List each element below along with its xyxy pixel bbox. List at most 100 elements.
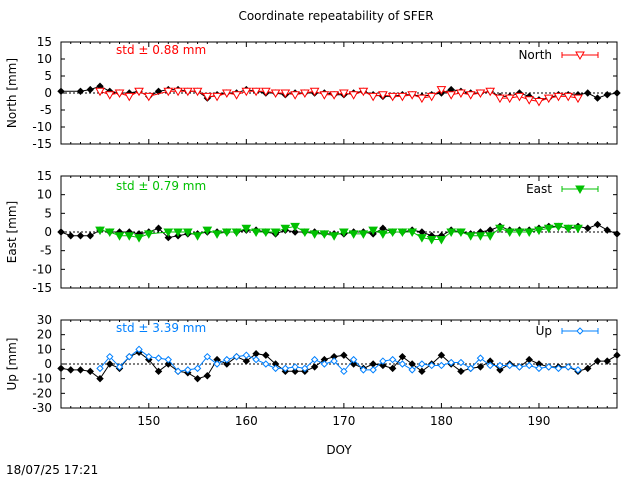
- east-panel: 15 10 5 0 -5 -10 -15 East [mm] std ± 0.79 mm East: [5, 169, 621, 295]
- series-line: [60, 351, 618, 380]
- legend-label: Up: [536, 324, 552, 338]
- data-point: [95, 87, 105, 97]
- chart-panels: 15 10 5 0 -5 -10 -15 North [mm] std ± 0.88 mm Nor…: [5, 35, 621, 457]
- data-point: [379, 361, 387, 370]
- data-point: [262, 351, 270, 359]
- data-point: [280, 224, 291, 234]
- data-point: [291, 228, 299, 236]
- data-point: [457, 358, 465, 367]
- data-point: [329, 232, 339, 241]
- x-tick-label: 160: [235, 414, 258, 428]
- x-tick-label: 150: [137, 414, 160, 428]
- data-point: [553, 222, 564, 232]
- data-point: [349, 360, 358, 368]
- data-point: [446, 91, 457, 100]
- y-tick-label: -10: [32, 120, 52, 134]
- data-point: [465, 232, 476, 241]
- data-point: [106, 352, 114, 361]
- legend-marker: [575, 185, 585, 195]
- data-point: [86, 367, 94, 376]
- data-point: [339, 89, 349, 99]
- footer-timestamp: 18/07/25 17:21: [6, 463, 98, 477]
- series-reference: [57, 348, 621, 383]
- data-point: [301, 364, 309, 373]
- data-point: [290, 91, 300, 100]
- data-point: [418, 360, 426, 368]
- data-point: [348, 91, 359, 100]
- data-point: [192, 232, 203, 241]
- data-point: [319, 230, 330, 239]
- data-point: [388, 364, 397, 373]
- data-point: [407, 91, 418, 100]
- y-tick-label: -15: [32, 281, 52, 295]
- data-point: [164, 233, 173, 242]
- y-axis-label: East [mm]: [5, 201, 19, 263]
- data-point: [553, 92, 564, 102]
- data-point: [358, 87, 369, 97]
- data-point: [584, 224, 592, 232]
- data-point: [310, 363, 319, 371]
- data-point: [564, 363, 572, 371]
- data-point: [485, 232, 496, 241]
- data-point: [182, 87, 193, 97]
- y-axis-label: North [mm]: [5, 58, 19, 128]
- data-point: [534, 226, 544, 236]
- data-point: [495, 224, 505, 234]
- data-point: [446, 228, 457, 238]
- data-point: [154, 354, 163, 362]
- data-point: [584, 89, 592, 97]
- data-point: [135, 345, 143, 354]
- data-point: [193, 374, 202, 383]
- data-point: [291, 363, 299, 371]
- data-point: [231, 91, 242, 100]
- data-point: [67, 232, 75, 240]
- y-tick-label: 10: [37, 342, 52, 356]
- data-point: [134, 234, 144, 243]
- data-point: [242, 351, 251, 359]
- data-point: [593, 220, 602, 229]
- data-point: [270, 89, 281, 99]
- data-point: [378, 230, 388, 239]
- data-point: [223, 360, 231, 368]
- data-point: [465, 91, 476, 100]
- data-point: [426, 92, 437, 102]
- data-point: [106, 360, 114, 368]
- data-point: [221, 89, 232, 99]
- y-tick-label: -10: [32, 262, 52, 276]
- data-point: [174, 367, 182, 376]
- data-point: [309, 230, 320, 239]
- data-point: [202, 226, 213, 236]
- data-point: [241, 87, 252, 97]
- data-point: [388, 355, 397, 364]
- data-point: [514, 228, 525, 238]
- data-point: [96, 374, 104, 383]
- data-point: [251, 228, 261, 238]
- data-point: [475, 89, 486, 99]
- series-north: [95, 86, 583, 107]
- data-point: [524, 228, 535, 238]
- data-point: [76, 87, 85, 96]
- data-point: [192, 87, 203, 97]
- data-point: [427, 361, 436, 370]
- data-point: [67, 366, 75, 374]
- data-point: [515, 363, 524, 371]
- data-point: [134, 87, 144, 97]
- data-point: [310, 355, 319, 364]
- data-point: [340, 367, 348, 376]
- legend-marker: [575, 51, 585, 61]
- data-point: [86, 85, 94, 94]
- data-point: [476, 354, 485, 362]
- data-point: [535, 364, 543, 373]
- data-point: [466, 364, 475, 373]
- y-tick-label: 10: [37, 52, 52, 66]
- data-point: [437, 361, 446, 370]
- data-point: [124, 232, 135, 241]
- data-point: [603, 357, 611, 365]
- data-point: [504, 228, 515, 238]
- data-point: [164, 355, 173, 364]
- data-point: [223, 355, 231, 364]
- data-point: [426, 235, 437, 245]
- data-point: [613, 89, 621, 97]
- data-point: [329, 91, 339, 100]
